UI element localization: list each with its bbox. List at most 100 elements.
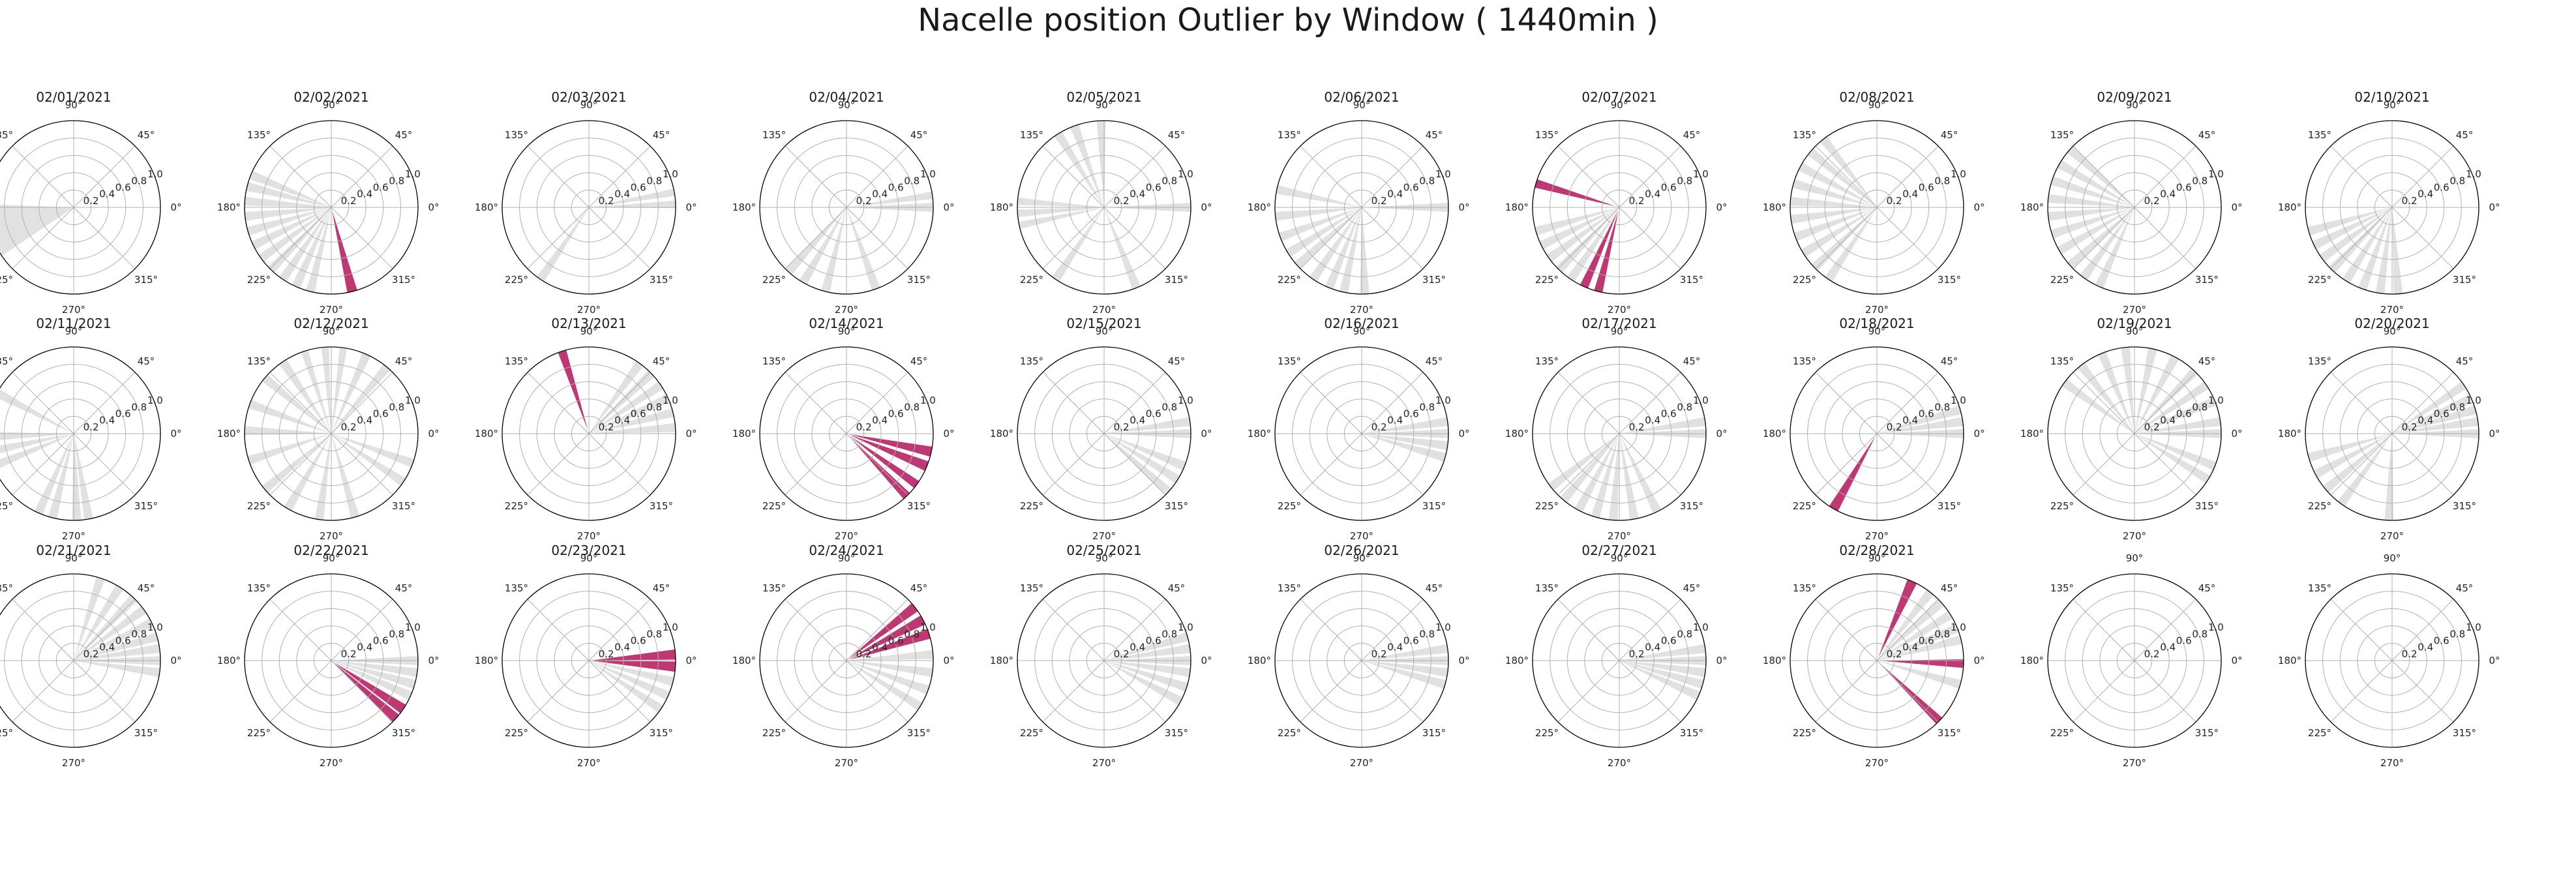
theta-gridline [785,599,847,661]
theta-tick-label: 315° [2195,500,2219,512]
theta-tick-label: 0° [1716,655,1727,666]
r-tick-label: 1.0 [663,621,678,633]
r-tick-label: 0.4 [357,642,372,653]
theta-gridline [73,372,136,434]
theta-tick-label: 45° [1168,582,1186,594]
theta-tick-label: 45° [2198,129,2216,141]
theta-tick-label: 90° [1096,99,1113,111]
normal-bar [1294,207,1362,269]
theta-gridline [12,207,74,269]
normal-bar [2097,351,2134,434]
normal-bar [1104,644,1191,661]
r-tick-label: 0.2 [2402,648,2418,660]
normal-bar [246,182,331,207]
normal-bar [1325,207,1362,290]
normal-bar [1104,632,1189,661]
normal-bar [0,434,74,454]
theta-tick-label: 270° [835,757,858,769]
theta-gridline [2073,599,2135,661]
r-tick-label: 0.8 [1677,401,1692,413]
normal-bar [2057,207,2134,255]
polar-subplot: 0° 45° 90° 135° 180° 225° 270° 315° 0.20.40.60.8… [990,316,1212,542]
theta-tick-label: 315° [1938,500,1961,512]
r-tick-label: 0.2 [1114,421,1130,433]
normal-bar [1104,417,1191,434]
normal-bar [1608,434,1619,520]
theta-tick-label: 0° [685,202,696,213]
r-tick-label: 0.6 [115,408,131,420]
r-tick-label: 0.2 [1887,421,1902,433]
theta-gridline [1361,599,1424,661]
theta-tick-label: 180° [990,428,1013,440]
normal-bar [1362,434,1448,451]
normal-bar [2384,434,2394,520]
normal-bar [1877,417,1964,434]
theta-tick-label: 270° [320,757,343,769]
r-tick-label: 0.4 [357,415,372,426]
theta-tick-label: 225° [1020,500,1043,512]
r-tick-label: 0.4 [99,642,115,653]
r-tick-label: 0.4 [614,642,630,653]
theta-tick-label: 0° [2489,202,2500,213]
subplot-title: 02/05/2021 [1066,89,1141,105]
theta-tick-label: 45° [2456,355,2474,367]
theta-tick-label: 90° [1868,325,1886,337]
theta-tick-label: 315° [134,727,158,739]
theta-tick-label: 270° [1092,757,1116,769]
r-tick-label: 1.0 [147,395,163,406]
r-tick-label: 0.2 [2402,195,2418,207]
theta-gridline [1619,433,1681,496]
theta-gridline [527,660,590,723]
theta-gridline [588,660,651,723]
r-tick-label: 1.0 [2466,395,2481,406]
theta-tick-label: 315° [1422,727,1446,739]
normal-bar [1104,661,1191,678]
theta-tick-label: 270° [1350,304,1373,316]
r-tick-label: 0.8 [1161,175,1177,187]
theta-tick-label: 180° [1505,428,1529,440]
normal-bar [1877,661,1962,689]
r-tick-label: 0.2 [1371,421,1387,433]
polar-subplot: 0° 45° 90° 135° 180° 225° 270° 315° 0.20.40.60.8… [475,316,697,542]
polar-frame [2305,573,2479,748]
theta-tick-label: 0° [2489,428,2500,440]
theta-tick-label: 0° [2231,428,2242,440]
normal-bar [1104,434,1180,484]
r-tick-label: 1.0 [2466,168,2481,180]
theta-tick-label: 270° [1608,530,1631,542]
normal-bar [1548,434,1619,491]
normal-bar [1275,207,1362,221]
normal-bar [74,606,147,661]
normal-bar [1877,590,1934,661]
theta-gridline [527,207,590,269]
normal-bar [1017,207,1104,218]
r-tick-label: 0.8 [1419,175,1435,187]
polar-subplot: 0° 45° 90° 135° 180° 225° 270° 315° 0.20.40.60.8… [1763,89,1985,316]
theta-gridline [1361,207,1424,269]
subplot-title: 02/01/2021 [36,89,111,105]
normal-bar [1362,434,1446,462]
theta-tick-label: 45° [2456,129,2474,141]
polar-subplot: 0° 45° 90° 135° 180° 225° 270° 315° 0.20.40.60.8… [2278,316,2500,542]
normal-bar [74,576,105,661]
r-tick-label: 0.8 [904,175,920,187]
theta-tick-label: 135° [1020,129,1043,141]
normal-bar [1574,434,1619,513]
theta-tick-label: 90° [1096,325,1113,337]
theta-gridline [73,145,136,208]
normal-bar [2134,434,2217,471]
theta-tick-label: 90° [1611,552,1628,564]
normal-bar [589,200,676,209]
r-tick-label: 1.0 [1435,168,1451,180]
theta-gridline [331,145,393,208]
theta-tick-label: 0° [685,655,696,666]
polar-subplot: 0° 45° 90° 135° 180° 225° 270° 315° 0.20.40.60.8… [475,543,697,769]
theta-tick-label: 180° [1505,655,1529,666]
normal-bar [2134,417,2221,434]
normal-bar [1790,207,1877,224]
theta-gridline [331,599,393,661]
normal-bar [1104,661,1188,692]
theta-gridline [2391,145,2454,208]
theta-gridline [1042,372,1105,434]
r-tick-label: 1.0 [1951,168,1966,180]
